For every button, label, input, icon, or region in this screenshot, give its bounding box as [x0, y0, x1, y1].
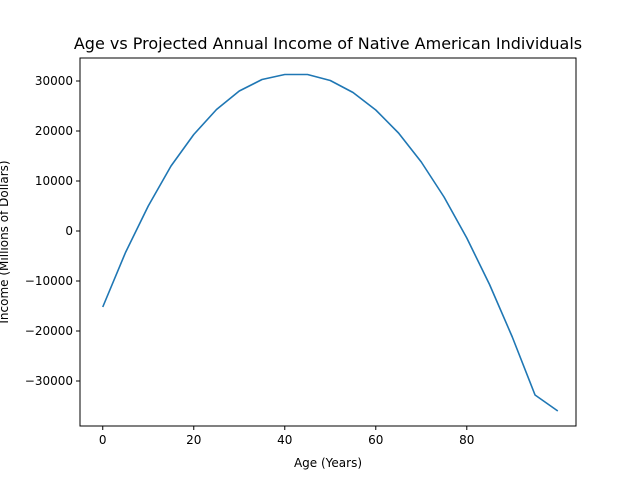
chart-title: Age vs Projected Annual Income of Native… [74, 34, 582, 53]
x-tick-label: 20 [186, 433, 201, 447]
y-tick-label: 30000 [35, 74, 73, 88]
x-tick-label: 60 [368, 433, 383, 447]
x-tick-label: 80 [459, 433, 474, 447]
x-tick-label: 0 [99, 433, 107, 447]
y-tick-label: 20000 [35, 124, 73, 138]
y-tick-label: −30000 [25, 374, 73, 388]
y-tick-label: 10000 [35, 174, 73, 188]
plot-area: 0 20 40 60 80 −30000 −20000 −10000 0 10000 20000 30… [25, 73, 559, 447]
x-axis-label: Age (Years) [294, 456, 362, 470]
x-tick-label: 40 [277, 433, 292, 447]
y-tick-label: −10000 [25, 274, 73, 288]
y-axis-label: Income (Millions of Dollars) [0, 160, 11, 323]
income-series-line [102, 73, 559, 412]
y-tick-label: −20000 [25, 324, 73, 338]
y-tick-label: 0 [65, 224, 73, 238]
plot-frame [79, 57, 577, 427]
